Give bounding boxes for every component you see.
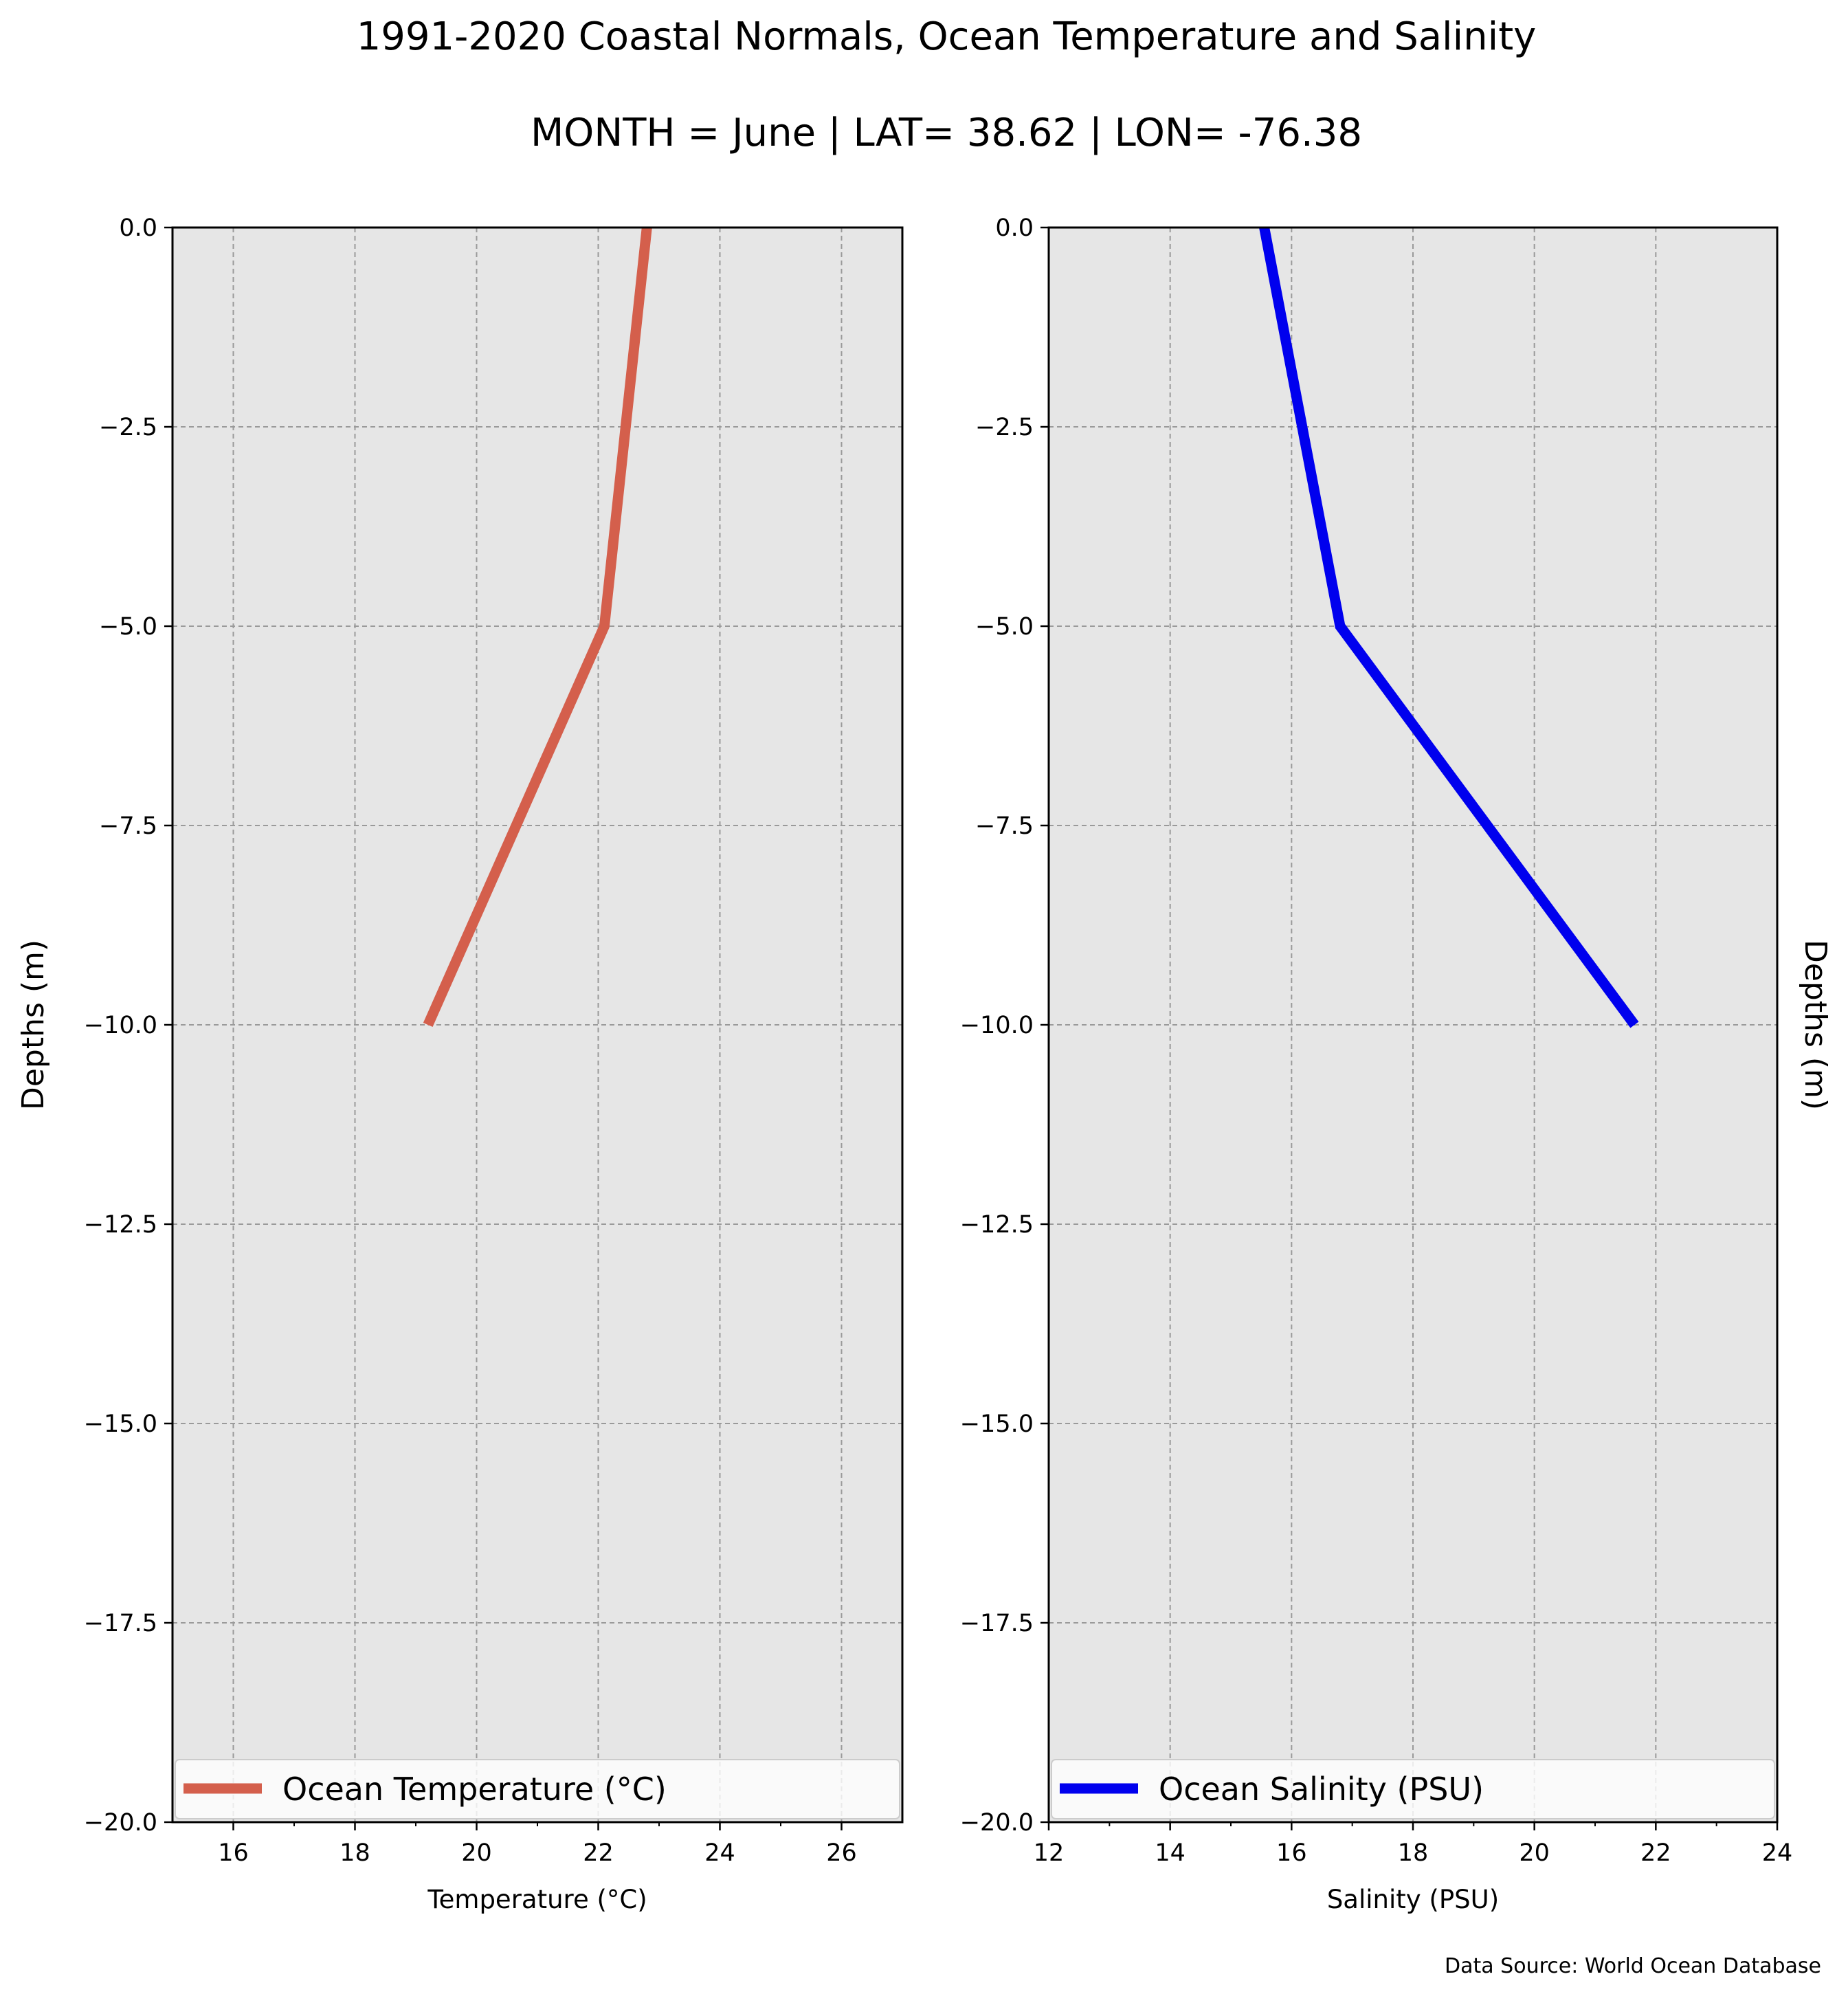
x-tick-label: 24 — [704, 1839, 735, 1867]
x-tick-label: 20 — [461, 1839, 492, 1867]
panel-temperature: Ocean Temperature (°C) 16 18 20 22 24 26 0.0 −2.… — [16, 214, 904, 1914]
y-axis-label: Depths (m) — [16, 940, 51, 1110]
data-point — [603, 625, 605, 627]
y-tick-label: −15.0 — [960, 1410, 1034, 1438]
panels-layer: Ocean Temperature (°C) 16 18 20 22 24 26 0.0 −2.… — [16, 214, 1833, 1914]
x-tick-label: 20 — [1519, 1839, 1550, 1867]
y-tick-label: −15.0 — [84, 1410, 157, 1438]
data-point — [427, 1024, 429, 1026]
legend-box — [175, 1759, 900, 1819]
x-axis-label: Salinity (PSU) — [1327, 1885, 1499, 1914]
legend: Ocean Temperature (°C) — [175, 1759, 900, 1819]
y-tick-label: −2.5 — [975, 414, 1034, 441]
y-tick-label: −17.5 — [84, 1610, 157, 1637]
y-tick-label: −12.5 — [960, 1211, 1034, 1239]
data-point — [1634, 1024, 1635, 1026]
x-tick-label: 26 — [826, 1839, 857, 1867]
x-tick-label: 22 — [583, 1839, 614, 1867]
y-tick-label: −7.5 — [975, 812, 1034, 840]
y-tick-label: −5.0 — [99, 613, 157, 641]
y-tick-label: 0.0 — [995, 214, 1034, 242]
legend-box — [1051, 1759, 1775, 1819]
x-tick-label: 22 — [1640, 1839, 1671, 1867]
x-tick-label: 18 — [339, 1839, 370, 1867]
legend: Ocean Salinity (PSU) — [1051, 1759, 1775, 1819]
y-tick-label: −12.5 — [84, 1211, 157, 1239]
y-tick-label: −17.5 — [960, 1610, 1034, 1637]
x-axis-label: Temperature (°C) — [427, 1885, 647, 1914]
source-note: Data Source: World Ocean Database — [1445, 1954, 1821, 1978]
y-axis-label: Depths (m) — [1798, 940, 1833, 1110]
y-tick-label: −20.0 — [960, 1809, 1034, 1837]
y-tick-label: −10.0 — [960, 1012, 1034, 1039]
legend-label: Ocean Salinity (PSU) — [1159, 1771, 1484, 1808]
chart-title: 1991-2020 Coastal Normals, Ocean Tempera… — [357, 14, 1537, 59]
x-tick-label: 24 — [1762, 1839, 1793, 1867]
y-tick-label: −20.0 — [84, 1809, 157, 1837]
y-tick-label: 0.0 — [119, 214, 157, 242]
legend-label: Ocean Temperature (°C) — [282, 1771, 667, 1808]
y-tick-label: −7.5 — [99, 812, 157, 840]
x-tick-label: 16 — [218, 1839, 249, 1867]
y-tick-label: −2.5 — [99, 414, 157, 441]
y-tick-label: −10.0 — [84, 1012, 157, 1039]
chart-subtitle: MONTH = June | LAT= 38.62 | LON= -76.38 — [531, 111, 1362, 155]
x-tick-label: 12 — [1034, 1839, 1065, 1867]
x-tick-label: 14 — [1155, 1839, 1185, 1867]
y-tick-label: −5.0 — [975, 613, 1034, 641]
x-tick-label: 18 — [1398, 1839, 1429, 1867]
data-point — [1339, 625, 1341, 627]
panel-salinity: Ocean Salinity (PSU) 12 14 16 18 20 22 24 0.0 −2.… — [960, 214, 1833, 1914]
x-tick-label: 16 — [1276, 1839, 1307, 1867]
